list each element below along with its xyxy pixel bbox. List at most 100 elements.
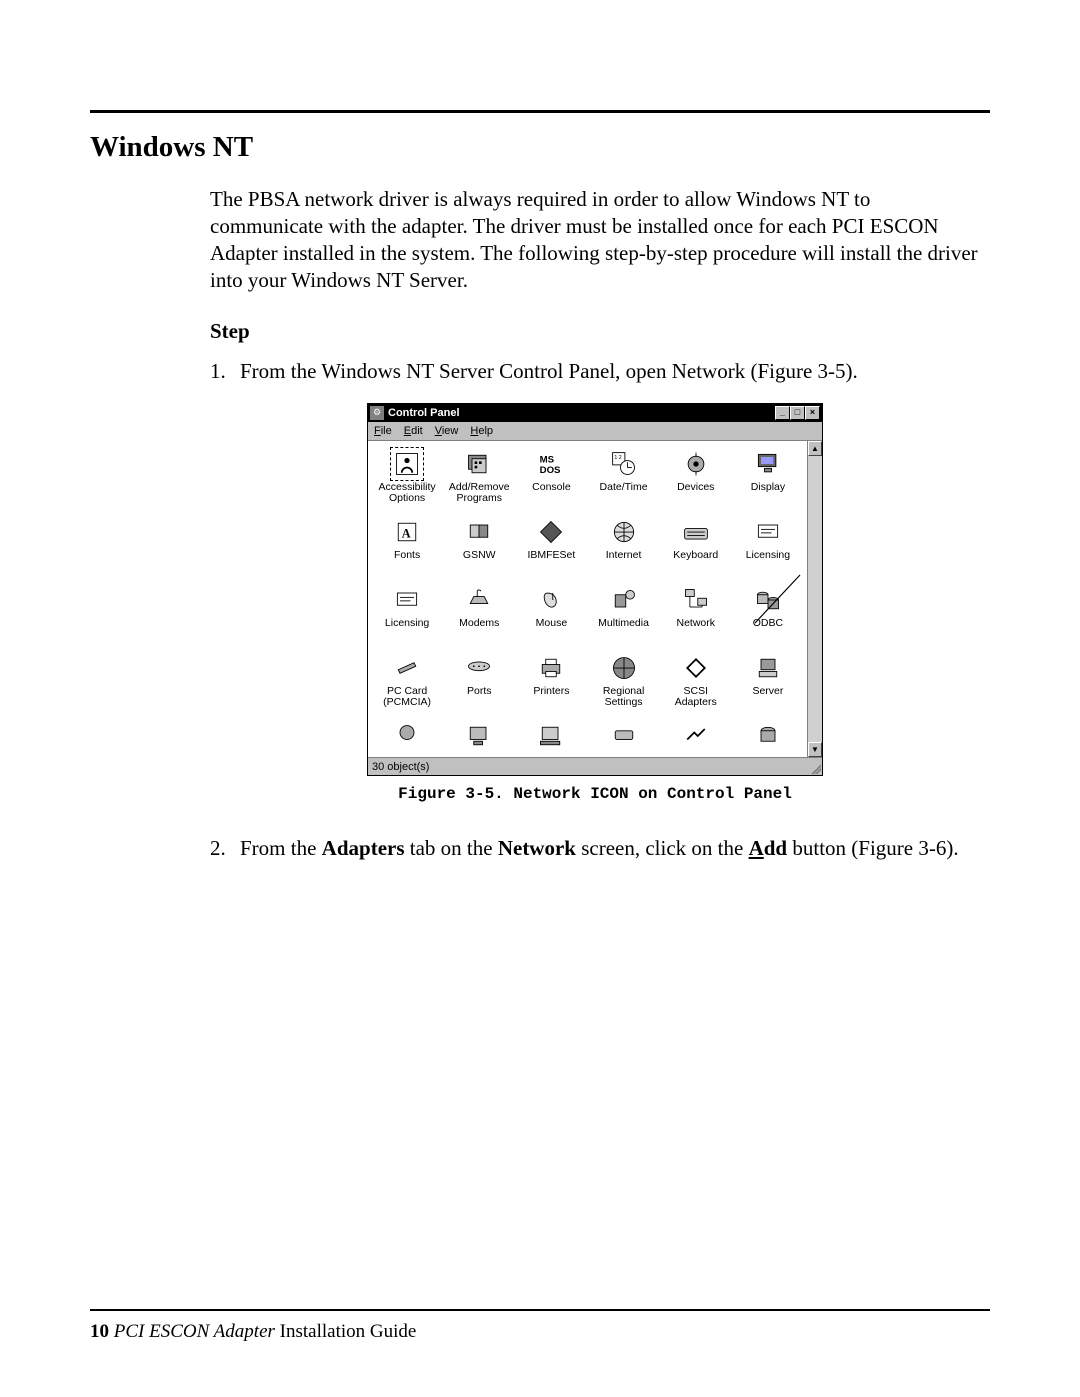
date-time-item[interactable]: 1 2Date/Time bbox=[588, 447, 658, 511]
console-item[interactable]: MSDOSConsole bbox=[516, 447, 586, 511]
accessibility-options-icon bbox=[391, 448, 423, 480]
fonts-icon: A bbox=[391, 516, 423, 548]
ibmfeset-icon bbox=[535, 516, 567, 548]
partial-icon-6 bbox=[752, 720, 784, 752]
keyboard-item[interactable]: Keyboard bbox=[661, 515, 731, 579]
svg-text:A: A bbox=[402, 527, 411, 541]
ports-item[interactable]: Ports bbox=[444, 651, 514, 715]
partial-item-4[interactable] bbox=[588, 719, 658, 755]
modems-item[interactable]: Modems bbox=[444, 583, 514, 647]
gsnw-item[interactable]: GSNW bbox=[444, 515, 514, 579]
display-item[interactable]: Display bbox=[733, 447, 803, 511]
devices-label: Devices bbox=[677, 482, 714, 493]
pc-card-icon bbox=[391, 652, 423, 684]
step2-add-u: A bbox=[749, 836, 764, 860]
console-icon: MSDOS bbox=[535, 448, 567, 480]
odbc-label: ODBC bbox=[753, 618, 783, 629]
scroll-track[interactable] bbox=[808, 456, 822, 742]
maximize-button[interactable]: □ bbox=[790, 406, 805, 420]
step-2-text: From the Adapters tab on the Network scr… bbox=[240, 835, 980, 862]
close-button[interactable]: × bbox=[805, 406, 820, 420]
printers-item[interactable]: Printers bbox=[516, 651, 586, 715]
system-menu-icon[interactable]: ⚙ bbox=[370, 406, 384, 420]
resize-grip-icon[interactable] bbox=[809, 762, 821, 774]
step2-t3: screen, click on the bbox=[576, 836, 749, 860]
step-2-number: 2. bbox=[210, 835, 240, 862]
partial-item-5[interactable] bbox=[661, 719, 731, 755]
footer-title-italic: PCI ESCON Adapter bbox=[114, 1321, 275, 1342]
multimedia-icon bbox=[608, 584, 640, 616]
devices-item[interactable]: Devices bbox=[661, 447, 731, 511]
multimedia-item[interactable]: Multimedia bbox=[588, 583, 658, 647]
internet-icon bbox=[608, 516, 640, 548]
figure-caption: Figure 3-5. Network ICON on Control Pane… bbox=[210, 784, 980, 804]
control-panel-window: ⚙ Control Panel _ □ × File Edit View Hel… bbox=[367, 403, 823, 776]
network-icon bbox=[680, 584, 712, 616]
odbc-item[interactable]: ODBC bbox=[733, 583, 803, 647]
step-label: Step bbox=[210, 318, 980, 345]
display-label: Display bbox=[751, 482, 785, 493]
svg-text:1 2: 1 2 bbox=[614, 455, 621, 461]
menu-file[interactable]: File bbox=[374, 424, 392, 438]
internet-item[interactable]: Internet bbox=[588, 515, 658, 579]
vertical-scrollbar[interactable]: ▲ ▼ bbox=[807, 441, 822, 757]
licensing-item[interactable]: Licensing bbox=[733, 515, 803, 579]
licensing2-item[interactable]: Licensing bbox=[372, 583, 442, 647]
fonts-item[interactable]: A Fonts bbox=[372, 515, 442, 579]
scsi-adapters-icon bbox=[680, 652, 712, 684]
scroll-up-button[interactable]: ▲ bbox=[808, 441, 822, 456]
status-bar: 30 object(s) bbox=[368, 757, 822, 775]
step2-adapters: Adapters bbox=[322, 836, 405, 860]
network-label: Network bbox=[676, 618, 715, 629]
mouse-item[interactable]: Mouse bbox=[516, 583, 586, 647]
step-1-text: From the Windows NT Server Control Panel… bbox=[240, 358, 980, 385]
partial-icon-1 bbox=[391, 720, 423, 752]
display-icon bbox=[752, 448, 784, 480]
section-heading: Windows NT bbox=[90, 131, 990, 164]
scroll-down-button[interactable]: ▼ bbox=[808, 742, 822, 757]
licensing2-icon bbox=[391, 584, 423, 616]
printers-label: Printers bbox=[533, 686, 569, 697]
add-remove-programs-item[interactable]: Add/Remove Programs bbox=[444, 447, 514, 511]
menu-view[interactable]: View bbox=[435, 424, 459, 438]
minimize-button[interactable]: _ bbox=[775, 406, 790, 420]
add-remove-programs-icon bbox=[463, 448, 495, 480]
accessibility-options-item[interactable]: Accessibility Options bbox=[372, 447, 442, 511]
menu-help[interactable]: Help bbox=[470, 424, 493, 438]
mouse-icon bbox=[535, 584, 567, 616]
window-titlebar[interactable]: ⚙ Control Panel _ □ × bbox=[368, 404, 822, 422]
menu-edit[interactable]: Edit bbox=[404, 424, 423, 438]
gsnw-label: GSNW bbox=[463, 550, 496, 561]
scsi-adapters-item[interactable]: SCSI Adapters bbox=[661, 651, 731, 715]
mouse-label: Mouse bbox=[536, 618, 568, 629]
accessibility-options-label: Accessibility Options bbox=[378, 482, 435, 504]
partial-item-3[interactable] bbox=[516, 719, 586, 755]
partial-icon-3 bbox=[535, 720, 567, 752]
partial-item-6[interactable] bbox=[733, 719, 803, 755]
partial-item-1[interactable] bbox=[372, 719, 442, 755]
regional-settings-item[interactable]: Regional Settings bbox=[588, 651, 658, 715]
partial-item-2[interactable] bbox=[444, 719, 514, 755]
page-number: 10 bbox=[90, 1321, 109, 1342]
ports-icon bbox=[463, 652, 495, 684]
network-item[interactable]: Network bbox=[661, 583, 731, 647]
licensing-label: Licensing bbox=[746, 550, 790, 561]
modems-label: Modems bbox=[459, 618, 499, 629]
ibmfeset-label: IBMFESet bbox=[527, 550, 575, 561]
ports-label: Ports bbox=[467, 686, 492, 697]
intro-paragraph: The PBSA network driver is always requir… bbox=[210, 186, 980, 294]
step2-t4: button (Figure 3-6). bbox=[787, 836, 958, 860]
step2-t1: From the bbox=[240, 836, 322, 860]
step-2: 2. From the Adapters tab on the Network … bbox=[210, 835, 980, 862]
fonts-label: Fonts bbox=[394, 550, 420, 561]
svg-text:MS: MS bbox=[540, 455, 555, 466]
step2-t2: tab on the bbox=[405, 836, 498, 860]
licensing2-label: Licensing bbox=[385, 618, 429, 629]
add-remove-programs-label: Add/Remove Programs bbox=[449, 482, 510, 504]
modems-icon bbox=[463, 584, 495, 616]
internet-label: Internet bbox=[606, 550, 642, 561]
ibmfeset-item[interactable]: IBMFESet bbox=[516, 515, 586, 579]
pc-card-item[interactable]: PC Card (PCMCIA) bbox=[372, 651, 442, 715]
icon-grid: Accessibility Options Add/Remove Programs… bbox=[372, 447, 803, 755]
server-item[interactable]: Server bbox=[733, 651, 803, 715]
